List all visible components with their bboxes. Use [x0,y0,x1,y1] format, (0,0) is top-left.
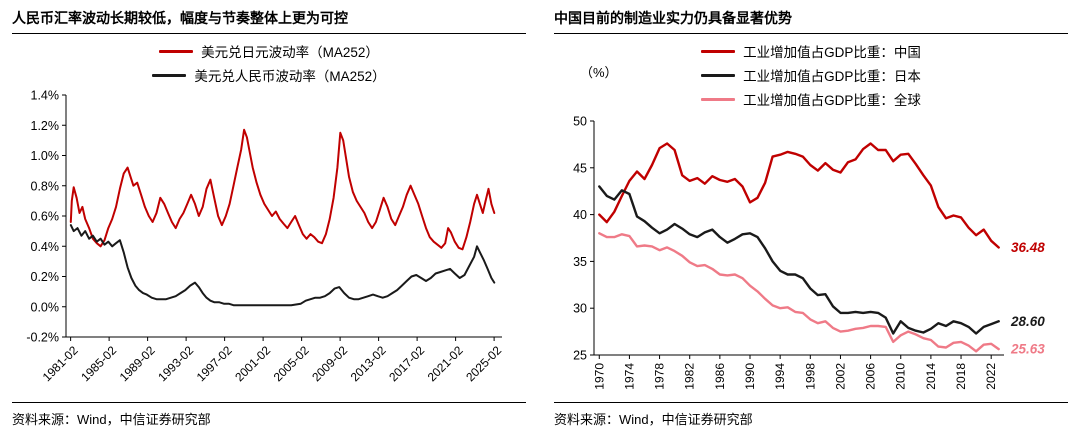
svg-text:28.60: 28.60 [1010,314,1045,329]
svg-text:2017-02: 2017-02 [386,343,427,384]
svg-text:2002: 2002 [833,363,847,390]
svg-text:50: 50 [573,115,587,129]
legend-item-usdcny-vol: 美元兑人民币波动率（MA252） [152,65,386,85]
left-title-rule [12,33,526,34]
svg-text:1997-02: 1997-02 [194,343,235,384]
svg-text:25.63: 25.63 [1010,342,1045,357]
svg-text:1.4%: 1.4% [31,89,60,103]
svg-text:0.4%: 0.4% [31,240,60,254]
svg-text:2006: 2006 [864,363,878,390]
legend-label-global: 工业增加值占GDP比重：全球 [743,93,921,108]
svg-text:2013-02: 2013-02 [348,343,389,384]
legend-label-usdcny: 美元兑人民币波动率（MA252） [194,69,386,84]
svg-text:2001-02: 2001-02 [232,343,273,384]
legend-item-japan: 工业增加值占GDP比重：日本 [701,65,921,85]
svg-text:1994: 1994 [773,363,787,390]
left-source-rule [12,402,526,403]
svg-text:2009-02: 2009-02 [309,343,350,384]
legend-line-japan [701,73,736,77]
svg-text:2014: 2014 [924,363,938,390]
svg-text:36.48: 36.48 [1011,240,1045,255]
svg-text:0.2%: 0.2% [31,270,60,284]
svg-text:1998: 1998 [803,363,817,390]
right-source-rule [554,402,1068,403]
right-chart-title: 中国目前的制造业实力仍具备显著优势 [554,10,792,26]
svg-text:1990: 1990 [743,363,757,390]
left-chart-legend: 美元兑日元波动率（MA252） 美元兑人民币波动率（MA252） [12,34,526,87]
svg-text:0.8%: 0.8% [31,179,60,193]
svg-text:1981-02: 1981-02 [40,343,81,384]
svg-text:1993-02: 1993-02 [155,343,196,384]
svg-text:2018: 2018 [954,363,968,390]
fx-volatility-line-chart: 1.4%1.2%1.0%0.8%0.6%0.4%0.2%0.0%-0.2%198… [26,89,504,385]
legend-label-japan: 工业增加值占GDP比重：日本 [743,69,921,84]
right-chart-panel: 中国目前的制造业实力仍具备显著优势 工业增加值占GDP比重：中国 工业增加值占G… [554,6,1068,430]
legend-line-china [701,49,736,53]
svg-text:1.2%: 1.2% [31,119,60,133]
left-source-block: 资料来源：Wind，中信证券研究部 [12,402,526,430]
svg-text:30: 30 [573,302,587,316]
legend-item-usdjpy-vol: 美元兑日元波动率（MA252） [159,41,379,61]
svg-text:1978: 1978 [653,363,667,390]
svg-text:2025-02: 2025-02 [463,343,504,384]
svg-text:2005-02: 2005-02 [271,343,312,384]
svg-text:45: 45 [573,161,587,175]
svg-text:-0.2%: -0.2% [26,331,59,345]
svg-text:2010: 2010 [894,363,908,390]
svg-text:40: 40 [573,208,587,222]
svg-text:1974: 1974 [622,363,636,390]
svg-text:1986: 1986 [713,363,727,390]
y-axis-unit-label: （%） [580,65,618,80]
svg-text:1989-02: 1989-02 [117,343,158,384]
legend-label-china: 工业增加值占GDP比重：中国 [743,45,921,60]
left-source-note: 资料来源：Wind，中信证券研究部 [12,412,211,427]
industry-gdp-share-line-chart: 50 45 40 35 30 25 1970 1974 1978 1982 1986 1990 1994… [573,115,1045,390]
svg-text:1970: 1970 [592,363,606,390]
svg-text:2021-02: 2021-02 [425,343,466,384]
right-source-block: 资料来源：Wind，中信证券研究部 [554,402,1068,430]
legend-line-usdjpy [159,49,194,53]
right-source-note: 资料来源：Wind，中信证券研究部 [554,412,753,427]
svg-text:35: 35 [573,255,587,269]
svg-text:0.6%: 0.6% [31,210,60,224]
legend-item-global: 工业增加值占GDP比重：全球 [701,89,921,109]
svg-text:1985-02: 1985-02 [78,343,119,384]
legend-line-global [701,97,736,101]
svg-text:1.0%: 1.0% [31,149,60,163]
svg-text:25: 25 [573,349,587,363]
right-title-rule [554,33,1068,34]
legend-label-usdjpy: 美元兑日元波动率（MA252） [201,45,379,60]
left-chart-title: 人民币汇率波动长期较低，幅度与节奏整体上更为可控 [12,10,348,26]
svg-text:0.0%: 0.0% [31,300,60,314]
left-chart-panel: 人民币汇率波动长期较低，幅度与节奏整体上更为可控 美元兑日元波动率（MA252）… [12,6,526,430]
svg-text:1982: 1982 [683,363,697,390]
right-chart-legend: 工业增加值占GDP比重：中国 工业增加值占GDP比重：日本 工业增加值占GDP比… [554,34,1068,111]
legend-item-china: 工业增加值占GDP比重：中国 [701,41,921,61]
legend-line-usdcny [152,73,187,77]
svg-text:2022: 2022 [984,363,998,390]
